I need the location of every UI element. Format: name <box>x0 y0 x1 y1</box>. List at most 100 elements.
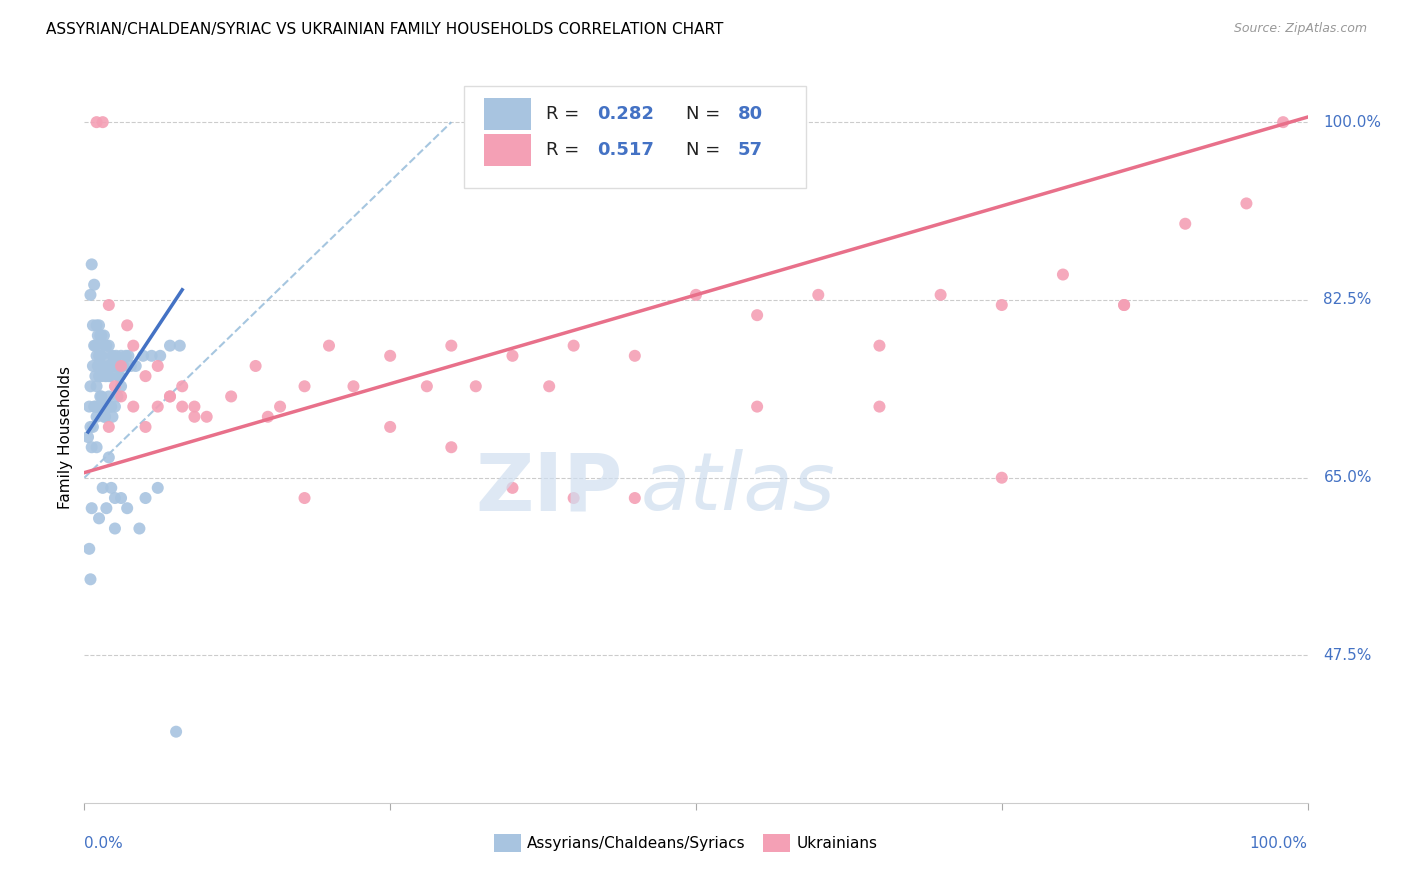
Point <box>112 359 135 373</box>
Point <box>104 359 127 373</box>
Point <box>87 359 110 373</box>
Point <box>318 339 340 353</box>
Point <box>159 389 181 403</box>
Point <box>98 349 121 363</box>
Point <box>94 339 117 353</box>
Point <box>245 359 267 373</box>
Point <box>183 400 205 414</box>
Point <box>86 409 108 424</box>
Point <box>87 328 110 343</box>
Point <box>146 481 169 495</box>
Point <box>91 481 114 495</box>
Point <box>132 349 155 363</box>
Point <box>104 521 127 535</box>
Point <box>91 359 114 373</box>
Point <box>440 440 463 454</box>
Point <box>294 379 316 393</box>
Point <box>125 359 148 373</box>
Text: 100.0%: 100.0% <box>1323 115 1382 129</box>
Point <box>269 400 291 414</box>
Point <box>104 491 127 505</box>
Point <box>342 379 364 393</box>
Text: Assyrians/Chaldeans/Syriacs: Assyrians/Chaldeans/Syriacs <box>527 836 745 851</box>
Point <box>135 420 157 434</box>
Point <box>84 339 107 353</box>
Point <box>97 450 120 465</box>
Point <box>91 339 114 353</box>
Point <box>82 318 104 333</box>
Point <box>111 359 134 373</box>
Point <box>115 318 138 333</box>
Point <box>101 409 124 424</box>
Text: R =: R = <box>546 141 585 160</box>
Point <box>115 349 138 363</box>
Point <box>1174 217 1197 231</box>
Point <box>115 501 138 516</box>
Point <box>183 409 205 424</box>
Point <box>93 359 115 373</box>
Bar <box>484 135 531 167</box>
Point <box>141 349 163 363</box>
Text: 47.5%: 47.5% <box>1323 648 1372 663</box>
Point <box>869 400 891 414</box>
Point <box>159 389 181 403</box>
Point <box>108 369 131 384</box>
Point <box>97 298 120 312</box>
Bar <box>763 834 790 852</box>
Text: 65.0%: 65.0% <box>1323 470 1372 485</box>
Point <box>135 491 157 505</box>
Point <box>562 491 585 505</box>
Point <box>416 379 439 393</box>
Point <box>89 389 111 403</box>
Point <box>103 359 125 373</box>
Text: ASSYRIAN/CHALDEAN/SYRIAC VS UKRAINIAN FAMILY HOUSEHOLDS CORRELATION CHART: ASSYRIAN/CHALDEAN/SYRIAC VS UKRAINIAN FA… <box>46 22 724 37</box>
Point <box>110 349 132 363</box>
Point <box>86 379 108 393</box>
Point <box>110 389 132 403</box>
Point <box>219 389 242 403</box>
Point <box>83 400 105 414</box>
Point <box>624 491 647 505</box>
Point <box>1236 196 1258 211</box>
Point <box>172 379 194 393</box>
Point <box>80 257 103 271</box>
Point <box>83 277 105 292</box>
Point <box>105 359 128 373</box>
Point <box>169 339 191 353</box>
Point <box>624 349 647 363</box>
Point <box>747 400 769 414</box>
Point <box>97 359 120 373</box>
Point <box>97 339 120 353</box>
Point <box>91 400 114 414</box>
Point <box>86 349 108 363</box>
Point <box>294 491 316 505</box>
Point <box>79 379 101 393</box>
Point <box>79 420 101 434</box>
Point <box>87 400 110 414</box>
Point <box>440 339 463 353</box>
Point <box>77 400 100 414</box>
Point <box>100 359 122 373</box>
Point <box>105 389 128 403</box>
Point <box>89 369 111 384</box>
Point <box>135 369 157 384</box>
Point <box>107 369 129 384</box>
Point <box>991 298 1014 312</box>
Point <box>1272 115 1295 129</box>
Point <box>94 369 117 384</box>
Y-axis label: Family Households: Family Households <box>58 366 73 508</box>
Point <box>87 400 110 414</box>
Point <box>80 440 103 454</box>
Point <box>86 440 108 454</box>
Point <box>84 369 107 384</box>
Point <box>100 481 122 495</box>
Point <box>257 409 280 424</box>
Bar <box>494 834 522 852</box>
Point <box>1052 268 1074 282</box>
Point <box>117 349 139 363</box>
Point <box>91 115 114 129</box>
Text: 82.5%: 82.5% <box>1323 293 1372 308</box>
Point <box>991 471 1014 485</box>
Point <box>96 400 118 414</box>
Point <box>98 400 121 414</box>
